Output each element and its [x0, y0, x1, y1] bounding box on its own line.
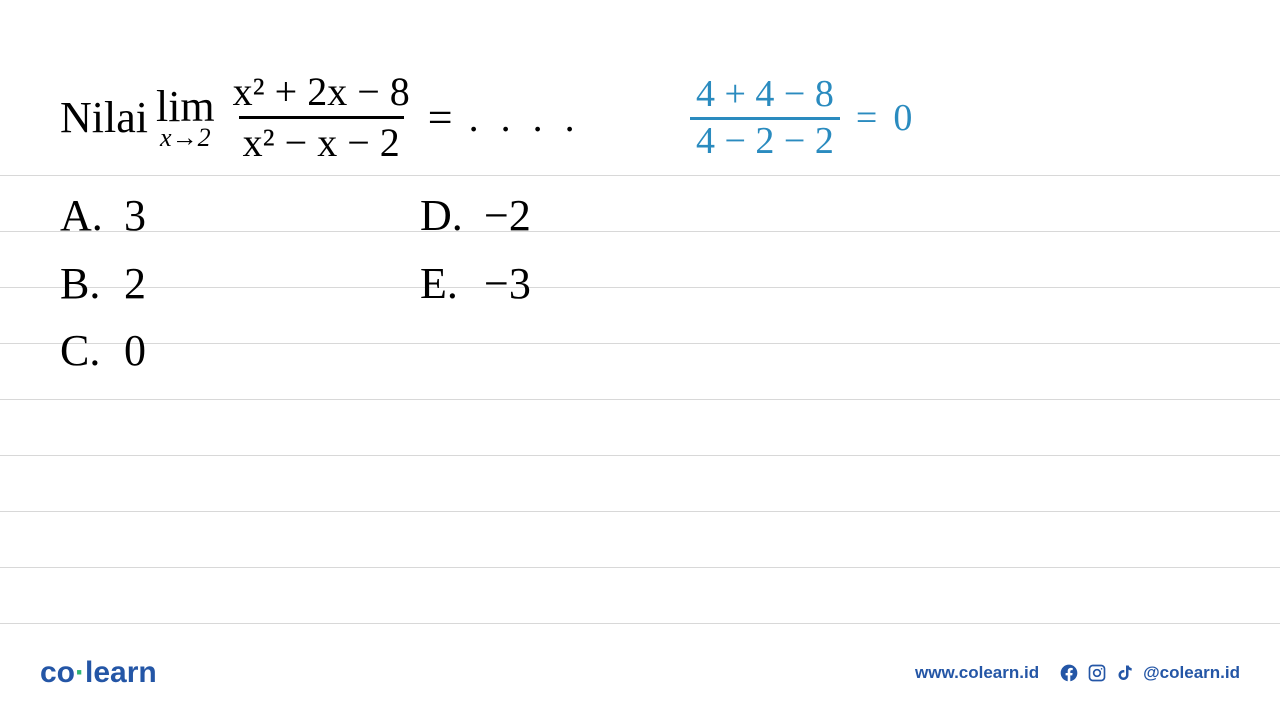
footer-right: www.colearn.id @colearn.id — [915, 663, 1240, 683]
answer-options: A. 3 D. −2 B. 2 E. −3 C. 0 — [60, 185, 1240, 382]
facebook-icon — [1059, 663, 1079, 683]
option-d: D. −2 — [420, 185, 680, 247]
option-label: C. — [60, 320, 100, 382]
tiktok-icon — [1115, 663, 1135, 683]
option-label: D. — [420, 185, 460, 247]
horizontal-rule — [0, 623, 1280, 624]
instagram-icon — [1087, 663, 1107, 683]
horizontal-rule — [0, 567, 1280, 568]
question-expression: Nilai lim x→2 x² + 2x − 8 x² − x − 2 = .… — [60, 70, 1240, 382]
option-c: C. 0 — [60, 320, 420, 382]
fraction: x² + 2x − 8 x² − x − 2 — [229, 70, 414, 165]
lim-subscript: x→2 — [160, 125, 211, 151]
content-area: Nilai lim x→2 x² + 2x − 8 x² − x − 2 = .… — [60, 70, 1240, 382]
option-label: B. — [60, 253, 100, 315]
footer-url: www.colearn.id — [915, 663, 1039, 683]
social-links: @colearn.id — [1059, 663, 1240, 683]
handwritten-equals: = — [856, 96, 877, 140]
horizontal-rule — [0, 455, 1280, 456]
brand-logo: co·learn — [40, 656, 157, 690]
option-value: 2 — [124, 253, 146, 315]
equals-sign: = — [428, 92, 453, 143]
logo-text-right: learn — [85, 656, 157, 689]
fraction-denominator: x² − x − 2 — [239, 116, 404, 165]
option-value: 0 — [124, 320, 146, 382]
logo-text-left: co — [40, 656, 75, 689]
fraction-numerator: x² + 2x − 8 — [229, 70, 414, 116]
option-e: E. −3 — [420, 253, 680, 315]
limit-expression: Nilai lim x→2 x² + 2x − 8 x² − x − 2 = .… — [60, 70, 1240, 165]
handwritten-equation: 4 + 4 − 8 4 − 2 − 2 = 0 — [690, 75, 912, 162]
lim-var: x — [160, 123, 172, 152]
limit-block: lim x→2 — [156, 85, 215, 151]
blank-dots: . . . . — [469, 94, 581, 141]
lim-to: 2 — [198, 123, 211, 152]
handwritten-denominator: 4 − 2 − 2 — [690, 117, 840, 162]
footer: co·learn www.colearn.id @colearn.id — [40, 656, 1240, 690]
question-prefix: Nilai — [60, 92, 148, 143]
handwritten-work: 4 + 4 − 8 4 − 2 − 2 = 0 — [690, 72, 912, 162]
option-label: E. — [420, 253, 460, 315]
lim-arrow: → — [172, 123, 198, 152]
option-a: A. 3 — [60, 185, 420, 247]
handwritten-fraction: 4 + 4 − 8 4 − 2 − 2 — [690, 75, 840, 162]
handwritten-result: 0 — [893, 96, 912, 140]
handwritten-numerator: 4 + 4 − 8 — [690, 75, 840, 117]
option-label: A. — [60, 185, 100, 247]
horizontal-rule — [0, 511, 1280, 512]
social-handle: @colearn.id — [1143, 663, 1240, 683]
option-value: −2 — [484, 185, 531, 247]
logo-dot: · — [75, 656, 85, 689]
horizontal-rule — [0, 399, 1280, 400]
option-value: −3 — [484, 253, 531, 315]
option-b: B. 2 — [60, 253, 420, 315]
option-value: 3 — [124, 185, 146, 247]
